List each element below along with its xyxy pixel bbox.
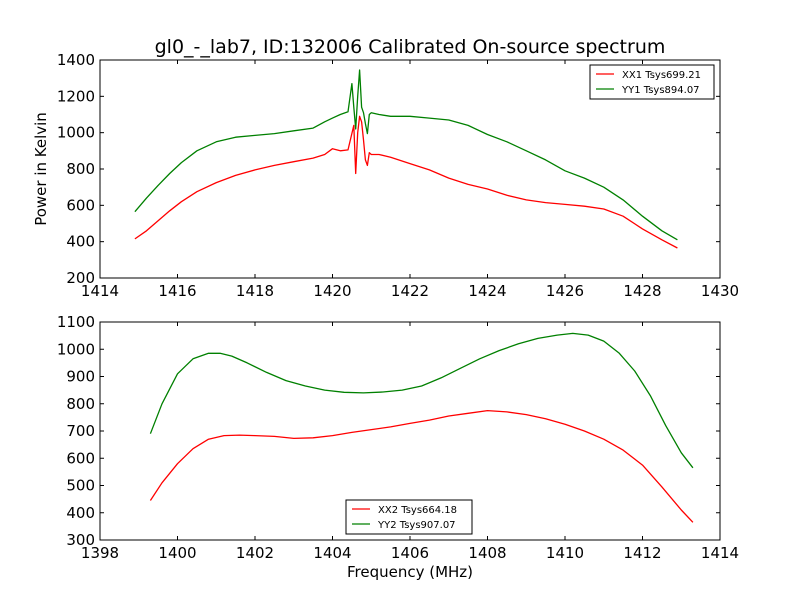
top-x-tick-label: 1422: [391, 282, 429, 300]
bottom-x-axis-label: Frequency (MHz): [347, 563, 473, 581]
top-y-tick-label: 600: [66, 196, 95, 214]
top-y-tick-label: 1200: [57, 87, 95, 105]
top-x-tick-label: 1420: [313, 282, 351, 300]
top-x-tick-label: 1426: [546, 282, 584, 300]
bottom-panel: 1398 1400 1402 1404 1406 1408 1410 1412 1414 300 4…: [57, 313, 739, 581]
top-series-line-xx1: [134, 115, 678, 249]
top-series-line-yy1: [134, 69, 678, 241]
bottom-x-tick-label: 1398: [81, 544, 119, 562]
top-chart-title: gl0_-_lab7, ID:132006 Calibrated On-sour…: [155, 36, 666, 58]
bottom-x-tick-label: 1402: [236, 544, 274, 562]
bottom-y-tick-label: 800: [66, 395, 95, 413]
bottom-legend: XX2 Tsys664.18 YY2 Tsys907.07: [345, 499, 473, 535]
bottom-x-tick-label: 1406: [391, 544, 429, 562]
bottom-x-tick-label: 1400: [158, 544, 196, 562]
bottom-legend-label-xx2: XX2 Tsys664.18: [378, 505, 457, 516]
top-x-tick-label: 1430: [701, 282, 739, 300]
top-panel: gl0_-_lab7, ID:132006 Calibrated On-sour…: [32, 36, 739, 300]
top-series-group: [134, 69, 678, 249]
top-x-tick-label: 1428: [623, 282, 661, 300]
top-x-tick-label: 1424: [468, 282, 506, 300]
top-y-tick-label: 800: [66, 160, 95, 178]
top-y-tick-label: 200: [66, 269, 95, 287]
bottom-series-group: [149, 332, 694, 523]
bottom-series-line-xx2: [149, 409, 694, 523]
bottom-y-tick-label: 300: [66, 531, 95, 549]
bottom-legend-box: [345, 499, 473, 535]
bottom-x-tick-label: 1414: [701, 544, 739, 562]
bottom-y-tick-label: 700: [66, 422, 95, 440]
bottom-series-line-yy2: [149, 332, 694, 469]
bottom-y-tick-label: 600: [66, 449, 95, 467]
top-x-tick-label: 1414: [81, 282, 119, 300]
bottom-tick-marks: 1398 1400 1402 1404 1406 1408 1410 1412 1414 300 4…: [57, 313, 739, 562]
top-y-tick-label: 1400: [57, 51, 95, 69]
top-legend-label-xx1: XX1 Tsys699.21: [622, 70, 701, 81]
bottom-y-tick-label: 900: [66, 368, 95, 386]
top-legend-box: [589, 64, 715, 100]
top-y-tick-label: 1000: [57, 124, 95, 142]
top-legend-label-yy1: YY1 Tsys894.07: [621, 85, 700, 96]
bottom-x-tick-label: 1404: [313, 544, 351, 562]
top-x-tick-label: 1416: [158, 282, 196, 300]
top-y-tick-label: 400: [66, 233, 95, 251]
top-x-tick-label: 1418: [236, 282, 274, 300]
top-tick-marks: 1414 1416 1418 1420 1422 1424 1426 1428 1430 200 4…: [57, 51, 739, 300]
bottom-x-tick-label: 1410: [546, 544, 584, 562]
bottom-y-tick-label: 500: [66, 477, 95, 495]
bottom-y-tick-label: 1100: [57, 313, 95, 331]
bottom-legend-label-yy2: YY2 Tsys907.07: [377, 520, 456, 531]
bottom-x-tick-label: 1408: [468, 544, 506, 562]
top-legend: XX1 Tsys699.21 YY1 Tsys894.07: [589, 64, 715, 100]
bottom-y-tick-label: 400: [66, 504, 95, 522]
bottom-x-tick-label: 1412: [623, 544, 661, 562]
bottom-y-tick-label: 1000: [57, 340, 95, 358]
top-y-axis-label: Power in Kelvin: [32, 112, 50, 226]
